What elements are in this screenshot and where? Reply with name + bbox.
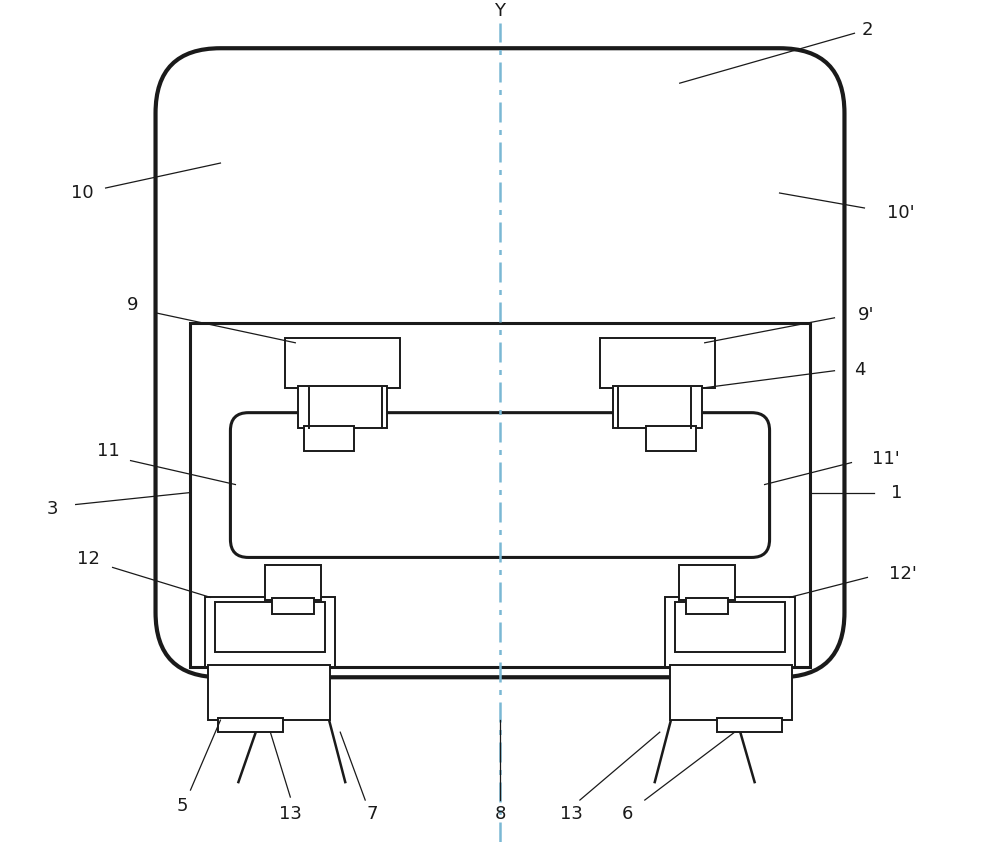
Text: 5: 5 — [177, 797, 188, 815]
Bar — [285, 338, 400, 387]
Bar — [675, 602, 785, 653]
Bar — [190, 322, 810, 667]
Bar — [298, 386, 387, 428]
Bar — [665, 597, 795, 667]
Bar — [600, 338, 715, 387]
Text: 10: 10 — [71, 184, 94, 202]
Bar — [208, 665, 330, 720]
Bar — [265, 566, 321, 600]
Text: 10': 10' — [887, 204, 915, 222]
Bar — [679, 566, 735, 600]
Bar — [304, 426, 354, 450]
Bar — [670, 665, 792, 720]
FancyBboxPatch shape — [156, 48, 844, 677]
Text: 8: 8 — [494, 805, 506, 823]
Text: 11: 11 — [97, 441, 120, 460]
Text: 2: 2 — [861, 21, 873, 40]
Text: 3: 3 — [47, 499, 58, 518]
Text: 1: 1 — [891, 483, 903, 502]
Text: 7: 7 — [366, 805, 378, 823]
Bar — [272, 599, 314, 615]
Text: 13: 13 — [279, 805, 302, 823]
Text: Y: Y — [495, 3, 506, 20]
Text: 9: 9 — [127, 296, 138, 314]
Text: 4: 4 — [854, 360, 866, 379]
Text: 6: 6 — [622, 805, 633, 823]
Bar — [218, 718, 283, 733]
Text: 12: 12 — [77, 551, 100, 568]
Bar — [686, 599, 728, 615]
Bar — [205, 597, 335, 667]
Bar — [717, 718, 782, 733]
Text: 13: 13 — [560, 805, 583, 823]
FancyBboxPatch shape — [230, 413, 770, 557]
Bar — [215, 602, 325, 653]
Bar — [646, 426, 696, 450]
Bar — [613, 386, 702, 428]
Text: 9': 9' — [857, 306, 874, 324]
Text: 12': 12' — [889, 566, 917, 584]
Text: 11': 11' — [872, 450, 900, 467]
